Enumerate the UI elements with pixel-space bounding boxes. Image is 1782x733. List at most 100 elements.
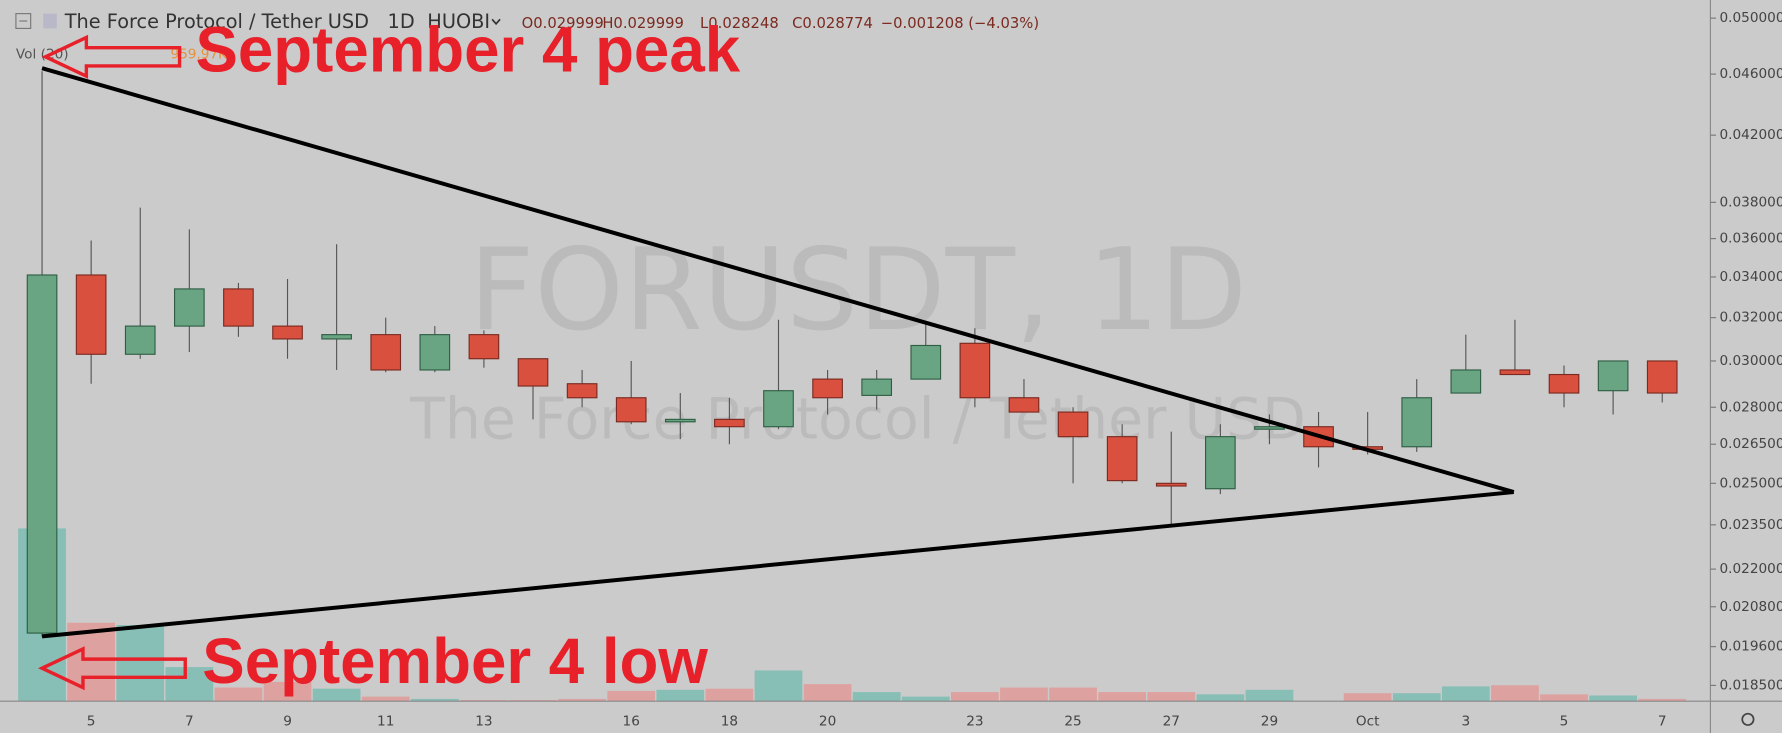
x-tick-label: Oct [1356,714,1380,730]
volume-bar [1245,689,1294,702]
volume-bar [1343,693,1392,702]
interval[interactable]: 1D [388,10,415,33]
volume-value: 959.97K [170,47,228,63]
y-tick-label: 0.019600 [1719,639,1782,655]
x-tick-label: 5 [87,714,96,730]
x-tick-label: 5 [1560,714,1569,730]
x-tick-label: 9 [283,714,292,730]
candle-body [1401,397,1433,448]
x-tick-label: 29 [1261,714,1278,730]
annotation-peak: September 4 peak [195,14,740,85]
y-tick-label: 0.032000 [1719,310,1782,326]
volume-bar [1441,686,1490,702]
volume-bar [1000,687,1048,702]
arrow-peak [41,34,182,79]
candle-body [1254,426,1285,430]
x-tick-label: 13 [475,714,492,730]
volume-bar [803,684,852,702]
watermark-subtitle: The Force Protocol / Tether USD [409,386,1306,452]
ohlc-open: O0.029999 [522,15,604,32]
volume-layer [18,528,1687,702]
y-tick-label: 0.042000 [1719,127,1782,143]
y-tick-label: 0.023500 [1719,517,1782,533]
candle-body [566,383,598,399]
candle-body [959,342,991,399]
candle-body [223,288,254,327]
y-tick-label: 0.028000 [1719,399,1782,415]
volume-bar [165,667,214,702]
volume-bar [1098,692,1147,702]
volume-bar [1392,693,1441,702]
ohlc-close: C0.028774 [792,15,873,32]
candle-body [1646,360,1678,394]
volume-bar [1049,687,1097,702]
candle-body [75,274,107,355]
candle-body [910,344,942,380]
axes: 0.050000 0.046000 0.042000 0.038000 0.036000… [87,10,1782,729]
candle-body [1106,436,1138,482]
exchange[interactable]: HUOBI [427,10,490,33]
symbol-icon [43,13,57,29]
candle-body [517,358,549,387]
volume-bar [1638,698,1687,702]
candle-body [861,378,893,396]
volume-bar [1147,692,1196,702]
y-tick-label: 0.050000 [1719,10,1782,26]
candle-body [124,325,156,355]
volume-bar [1196,694,1245,702]
y-tick-label: 0.020800 [1719,599,1782,615]
volume-bar [852,692,901,702]
y-tick-label: 0.036000 [1719,231,1782,247]
candle-body [419,334,451,371]
candle-body [714,418,745,428]
arrow-low [38,646,187,691]
candle-body [272,325,303,340]
candle-body [370,334,402,371]
x-tick-label: 16 [623,714,640,730]
candle-body [321,334,352,340]
candle-body [1548,373,1580,394]
candle-body [1205,436,1236,490]
volume-bar [312,688,361,702]
candle-body [1155,482,1187,487]
exchange-dropdown[interactable] [491,18,501,26]
x-tick-label: 27 [1163,714,1180,730]
volume-bar [67,622,116,702]
annotation-low: September 4 low [202,626,708,697]
candle-body [1597,360,1629,392]
y-tick-label: 0.034000 [1719,269,1782,285]
trend-line-lower [41,490,1514,639]
candle-body [1057,411,1089,438]
volume-bar [705,688,754,702]
volume-bar [361,696,410,702]
candle-body [664,418,696,423]
volume-bar [754,670,803,702]
y-tick-label: 0.022000 [1719,561,1782,577]
x-tick-label: 7 [1658,714,1667,730]
x-tick-label: 25 [1064,714,1081,730]
candle-body [1499,369,1531,376]
volume-bar [1491,685,1539,702]
candle-body [1008,397,1040,413]
volume-bar [116,625,165,702]
volume-bar [656,689,705,702]
settings-button[interactable] [1741,712,1755,726]
trend-line-upper [41,66,1515,494]
volume-bar [901,696,950,702]
x-tick-label: 23 [966,714,983,730]
volume-bar [1589,695,1637,702]
candle-body [468,334,500,360]
symbol[interactable]: The Force Protocol / Tether USD [64,10,369,33]
watermark: FORUSDT, 1D [469,224,1247,356]
y-tick-label: 0.026500 [1719,436,1782,452]
volume-bar [558,698,606,702]
y-tick-label: 0.046000 [1719,66,1782,82]
collapse-button[interactable] [15,13,32,29]
volume-bar [1540,694,1588,702]
y-tick-label: 0.038000 [1719,194,1782,210]
volume-bar [263,681,312,702]
candle-body [812,378,843,399]
x-tick-label: 11 [377,714,394,730]
